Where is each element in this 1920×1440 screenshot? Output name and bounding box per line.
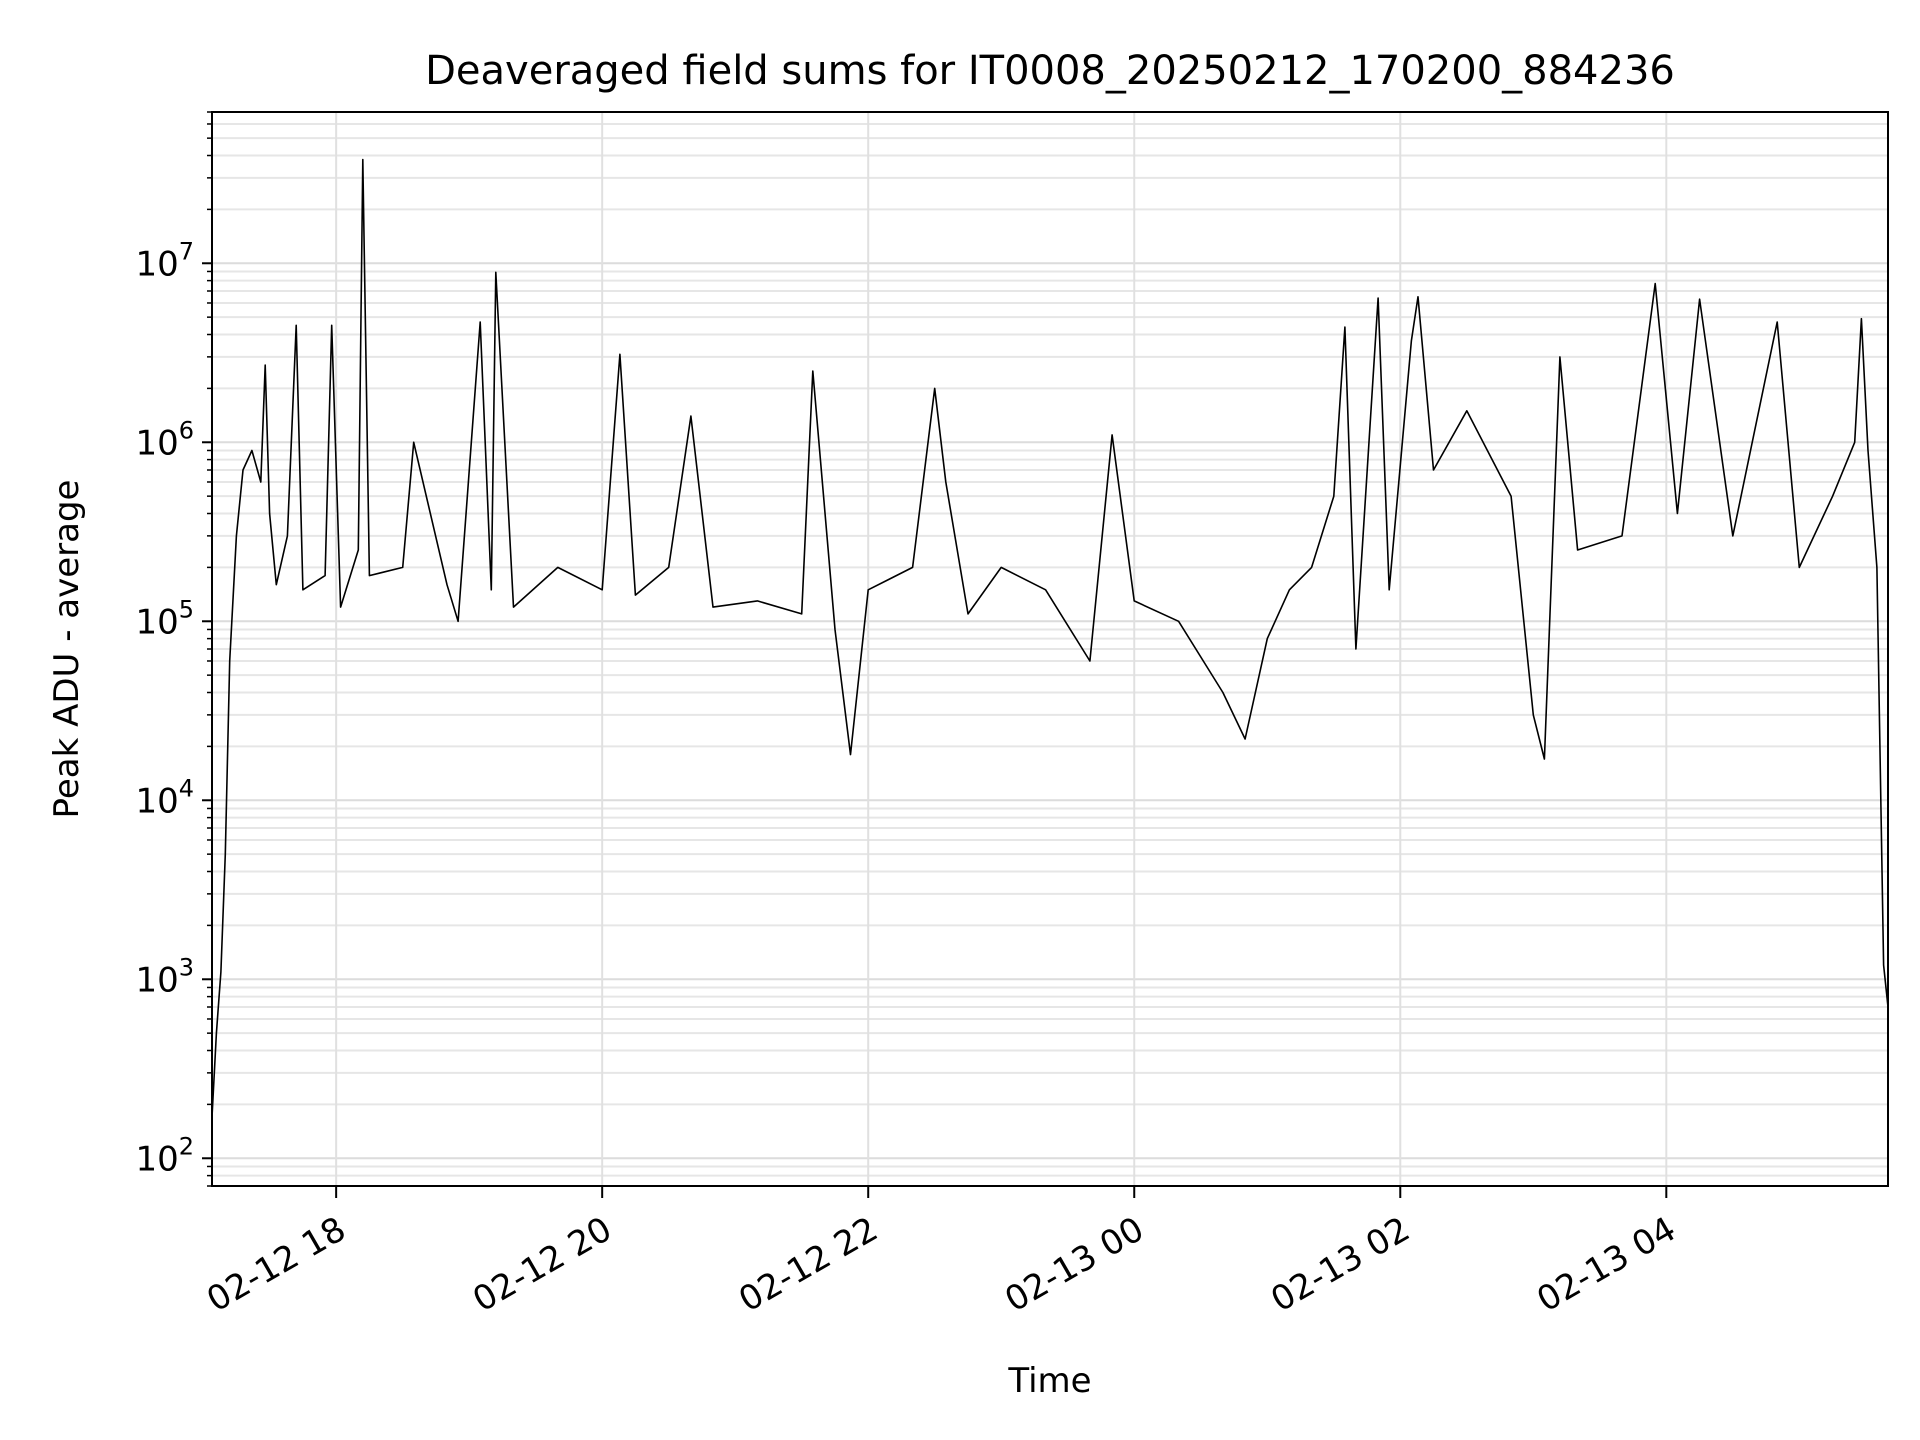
x-tick-label: 02-13 02: [1264, 1209, 1416, 1320]
x-tick-label: 02-12 22: [732, 1209, 884, 1320]
y-tick-label: 102: [135, 1132, 194, 1179]
x-tick-label: 02-13 00: [998, 1209, 1150, 1320]
y-tick-label: 106: [135, 416, 194, 463]
y-axis-label: Peak ADU - average: [47, 480, 87, 819]
y-tick-label: 107: [135, 237, 194, 284]
y-tick-label: 105: [135, 595, 194, 642]
chart-title: Deaveraged field sums for IT0008_2025021…: [425, 48, 1675, 94]
x-tick-label: 02-12 18: [200, 1209, 352, 1320]
series-line: [211, 158, 1889, 1118]
y-tick-label: 103: [135, 953, 194, 1000]
series-layer: [211, 158, 1889, 1118]
x-tick-label: 02-13 04: [1530, 1209, 1682, 1320]
grid: [212, 111, 1888, 1187]
plot-frame: [211, 111, 1889, 1187]
x-axis-label: Time: [1007, 1361, 1091, 1401]
x-tick-label: 02-12 20: [466, 1209, 618, 1320]
y-tick-label: 104: [135, 774, 194, 821]
axis-ticks: 102 103 104 105 106 107 02-12 18 02-12 20 02-12 …: [135, 111, 1683, 1320]
